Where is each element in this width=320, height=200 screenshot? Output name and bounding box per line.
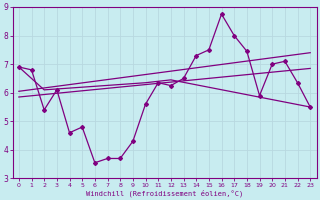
X-axis label: Windchill (Refroidissement éolien,°C): Windchill (Refroidissement éolien,°C)	[86, 189, 243, 197]
